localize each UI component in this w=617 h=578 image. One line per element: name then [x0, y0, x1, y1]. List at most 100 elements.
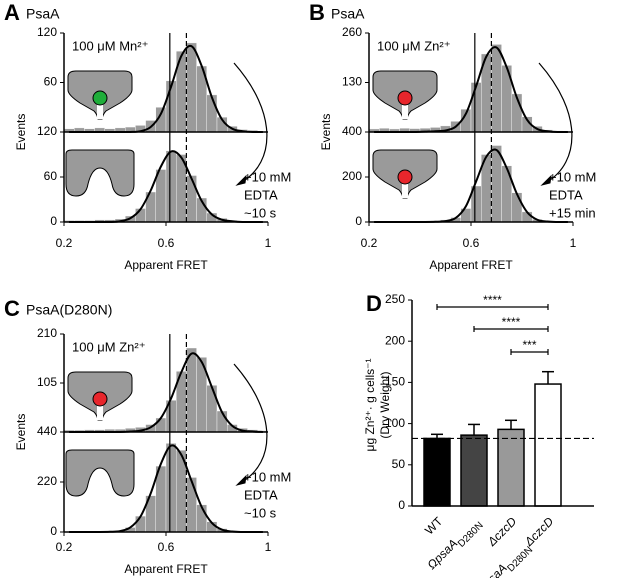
histogram-bar: [135, 515, 146, 533]
histogram-bar: [206, 385, 218, 433]
histogram-bar: [165, 443, 177, 533]
y-tick-label: 0: [50, 524, 57, 538]
panel-title: PsaA: [26, 6, 60, 22]
y-tick-label: 220: [37, 474, 57, 488]
bar: [460, 434, 488, 507]
x-tick-label: 1: [265, 540, 272, 554]
protein-open: [65, 149, 135, 197]
y-tick-label: 130: [342, 75, 362, 89]
significance-bracket: [510, 349, 549, 355]
metal-ion: [397, 90, 413, 106]
panel-label: B: [309, 0, 325, 25]
icon: [67, 371, 133, 421]
arrow-head: [235, 474, 247, 486]
x-tick-label: 1: [570, 236, 577, 250]
arrow: [538, 62, 573, 183]
histogram-bar: [186, 347, 197, 433]
metal-ion: [397, 169, 413, 185]
histogram-bar: [491, 145, 502, 223]
x-axis-label: Apparent FRET: [124, 258, 208, 272]
cleft: [97, 404, 103, 420]
annotation: EDTA: [549, 187, 583, 202]
y-tick-label: 60: [44, 169, 58, 183]
y-axis-label: Events: [14, 414, 28, 451]
histogram-bar: [165, 150, 177, 223]
metal-ion: [92, 391, 108, 407]
x-tick-label: 0.6: [463, 236, 480, 250]
bar: [423, 437, 451, 507]
arrow: [233, 363, 268, 483]
icon: [65, 149, 135, 197]
category-part: WT: [422, 514, 446, 538]
category-part: ΔczcD: [484, 514, 519, 549]
y-tick-label: 0: [355, 214, 362, 228]
category-part: ΔczcD: [521, 514, 556, 549]
y-tick-label: 440: [37, 424, 57, 438]
metal-ion: [92, 90, 108, 106]
histogram-bar: [186, 42, 197, 133]
cleft: [97, 103, 103, 119]
icon: [67, 70, 133, 120]
category-part: D280N: [456, 520, 486, 550]
x-tick-label: ΔczcD: [484, 514, 519, 549]
y-axis-label: μg Zn²⁺· g cells⁻¹: [363, 359, 377, 452]
panel-title: PsaA: [331, 6, 365, 22]
annotation: +10 mM: [549, 169, 596, 184]
x-tick-label: 0.2: [56, 540, 73, 554]
x-tick-label: 0.6: [158, 236, 175, 250]
annotation: +10 mM: [244, 169, 291, 184]
histogram-bar: [186, 175, 197, 223]
y-tick-label: 260: [342, 25, 362, 39]
panel-label: D: [366, 291, 382, 316]
x-tick-label: 0.2: [361, 236, 378, 250]
histogram-bar: [155, 417, 167, 433]
significance-label: ****: [483, 293, 502, 307]
annotation: EDTA: [244, 187, 278, 202]
bar: [497, 428, 525, 507]
bar: [534, 383, 562, 507]
y-tick-label: 120: [37, 25, 57, 39]
category-part: ΩpsaA: [474, 561, 510, 578]
significance-label: ****: [502, 315, 521, 329]
arrow: [233, 62, 268, 183]
x-tick-label: 1: [265, 236, 272, 250]
x-axis-label: Apparent FRET: [124, 562, 208, 576]
y-tick-label: 200: [385, 333, 405, 347]
y-tick-label: 200: [342, 169, 362, 183]
y-tick-label: 0: [50, 214, 57, 228]
annotation: ~10 s: [244, 505, 277, 520]
cleft: [402, 182, 408, 198]
x-axis-label: Apparent FRET: [429, 258, 513, 272]
y-tick-label: 400: [342, 124, 362, 138]
y-axis-label: Events: [14, 114, 28, 151]
y-tick-label: 100: [385, 416, 405, 430]
y-axis-label: (Dry Weight): [378, 371, 392, 438]
histogram-bar: [206, 94, 218, 133]
annotation: 100 μM Zn²⁺: [377, 38, 451, 53]
y-tick-label: 210: [37, 326, 57, 340]
annotation: +15 min: [549, 205, 596, 220]
y-tick-label: 50: [392, 457, 406, 471]
panel-title: PsaA(D280N): [26, 302, 112, 318]
annotation: 100 μM Mn²⁺: [72, 38, 148, 53]
y-tick-label: 0: [398, 498, 405, 512]
y-tick-label: 105: [37, 375, 57, 389]
cleft: [402, 103, 408, 119]
annotation: ~10 s: [244, 205, 277, 220]
arrow-head: [540, 174, 552, 186]
significance-bracket: [473, 326, 549, 332]
icon: [65, 449, 135, 497]
protein-open: [65, 449, 135, 497]
panel-label: C: [4, 296, 20, 321]
significance-label: ***: [522, 338, 536, 352]
significance-bracket: [436, 304, 549, 310]
histogram-bar: [491, 44, 502, 133]
icon: [372, 149, 438, 199]
y-tick-label: 60: [44, 75, 58, 89]
x-tick-label: 0.2: [56, 236, 73, 250]
y-axis-label: Events: [319, 114, 333, 151]
y-tick-label: 120: [37, 124, 57, 138]
annotation: 100 μM Zn²⁺: [72, 339, 146, 354]
y-tick-label: 150: [385, 375, 405, 389]
